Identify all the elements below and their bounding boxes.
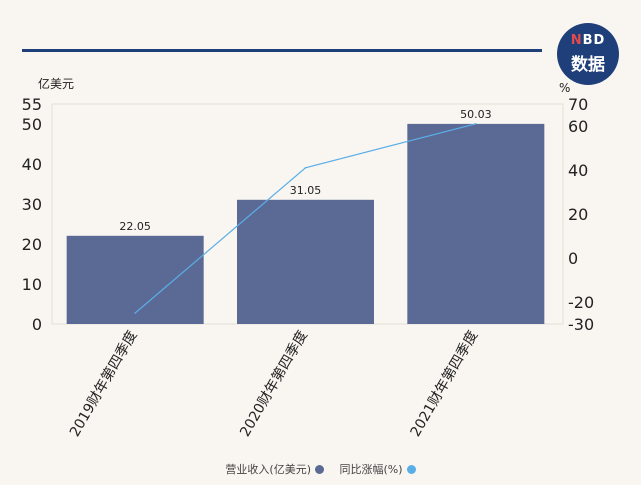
y-right-unit: %	[559, 81, 570, 95]
yoy-point	[305, 167, 307, 169]
x-tick-label: 2021财年第四季度	[407, 328, 482, 440]
yoy-point	[475, 123, 477, 125]
legend-dot-revenue	[315, 465, 324, 474]
bar-3	[407, 124, 544, 324]
y-left-unit: 亿美元	[38, 76, 74, 91]
chart-legend: 营业收入(亿美元) 同比涨幅(%)	[0, 461, 641, 477]
y-left-tick-label: 20	[22, 235, 42, 254]
y-left-tick-label: 30	[22, 195, 42, 214]
bar-1	[67, 236, 204, 324]
y-left-tick-label: 55	[22, 95, 42, 114]
x-tick-label: 2020财年第四季度	[236, 328, 311, 440]
y-right-tick-label: 60	[568, 117, 588, 136]
legend-label-yoy: 同比涨幅(%)	[340, 463, 403, 476]
y-right-tick-label: -30	[568, 315, 594, 334]
bar-2	[237, 200, 374, 324]
y-right-tick-label: 70	[568, 95, 588, 114]
y-left-tick-label: 10	[22, 275, 42, 294]
y-right-tick-label: 0	[568, 249, 578, 268]
legend-dot-yoy	[407, 465, 416, 474]
legend-item-revenue: 营业收入(亿美元)	[225, 461, 324, 477]
y-left-tick-label: 40	[22, 155, 42, 174]
y-right-tick-label: -20	[568, 293, 594, 312]
bar-data-label: 50.03	[460, 108, 492, 121]
legend-label-revenue: 营业收入(亿美元)	[225, 463, 311, 476]
legend-item-yoy: 同比涨幅(%)	[340, 461, 416, 477]
y-left-tick-label: 0	[32, 315, 42, 334]
y-right-tick-label: 20	[568, 205, 588, 224]
x-tick-label: 2019财年第四季度	[66, 328, 141, 440]
bar-data-label: 22.05	[119, 220, 151, 233]
bar-data-label: 31.05	[290, 184, 322, 197]
yoy-point	[134, 312, 136, 314]
y-right-tick-label: 40	[568, 161, 588, 180]
y-left-tick-label: 50	[22, 115, 42, 134]
